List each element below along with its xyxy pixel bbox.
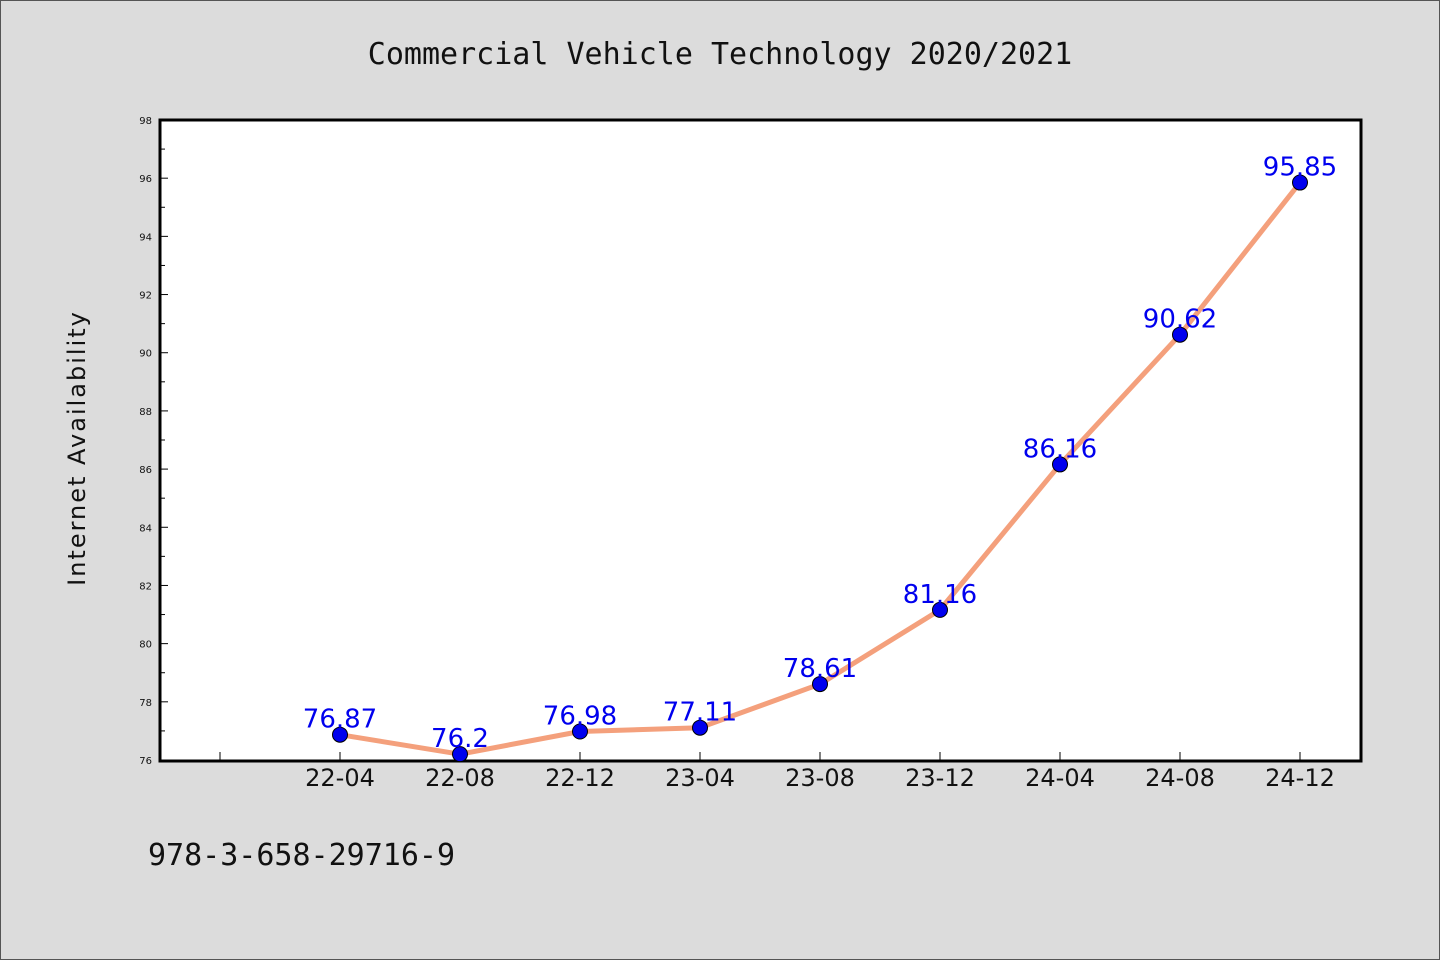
chart-title: Commercial Vehicle Technology 2020/2021 (368, 37, 1072, 72)
x-tick-label: 24-08 (1145, 764, 1215, 792)
isbn-footer: 978-3-658-29716-9 (148, 838, 455, 873)
y-tick-label: 82 (139, 581, 152, 592)
data-labels: 76.87 76.2 76.98 77.11 78.61 81.16 86.16 90.62 9… (303, 153, 1337, 755)
y-tick-label: 94 (139, 232, 152, 243)
data-point (1292, 174, 1308, 191)
y-tick-label: 78 (139, 698, 152, 709)
series-group (332, 174, 1308, 763)
y-axis-ticks: 76 78 80 82 84 86 88 90 92 94 96 98 (139, 116, 168, 767)
data-point (572, 723, 588, 740)
y-tick-label: 84 (139, 523, 152, 534)
data-point (332, 726, 348, 743)
data-label: 77.11 (663, 698, 737, 728)
x-tick-label: 22-12 (545, 764, 615, 792)
y-tick-label: 86 (139, 465, 152, 476)
data-label: 76.98 (543, 701, 617, 731)
x-tick-label: 22-04 (305, 764, 375, 792)
x-tick-label: 23-12 (905, 764, 975, 792)
x-axis-ticks: 22-04 22-08 22-12 23-04 23-08 23-12 24-04 24-08… (219, 752, 1335, 792)
data-point (812, 676, 828, 693)
data-label: 90.62 (1143, 305, 1217, 335)
data-label: 76.87 (303, 705, 377, 735)
x-tick-label: 24-12 (1265, 764, 1335, 792)
data-point (1172, 326, 1188, 343)
data-point (1052, 456, 1068, 473)
data-label: 86.16 (1023, 434, 1097, 464)
data-point (452, 746, 468, 763)
y-axis-label: Internet Availability (63, 310, 91, 586)
x-tick-label: 23-08 (785, 764, 855, 792)
data-label: 78.61 (783, 654, 857, 684)
data-label: 95.85 (1263, 153, 1337, 183)
y-tick-label: 76 (139, 756, 152, 767)
y-tick-label: 80 (139, 640, 152, 651)
data-point (692, 719, 708, 736)
y-tick-label: 92 (139, 291, 152, 302)
x-tick-label: 24-04 (1025, 764, 1095, 792)
x-tick-label: 23-04 (665, 764, 735, 792)
plot-area (158, 118, 1363, 763)
data-label: 81.16 (903, 580, 977, 610)
y-tick-label: 96 (139, 174, 152, 185)
x-tick-label: 22-08 (425, 764, 495, 792)
data-point (932, 601, 948, 618)
y-tick-label: 90 (139, 349, 152, 360)
data-label: 76.2 (431, 724, 489, 754)
y-tick-label: 88 (139, 407, 152, 418)
y-tick-label: 98 (139, 116, 152, 127)
